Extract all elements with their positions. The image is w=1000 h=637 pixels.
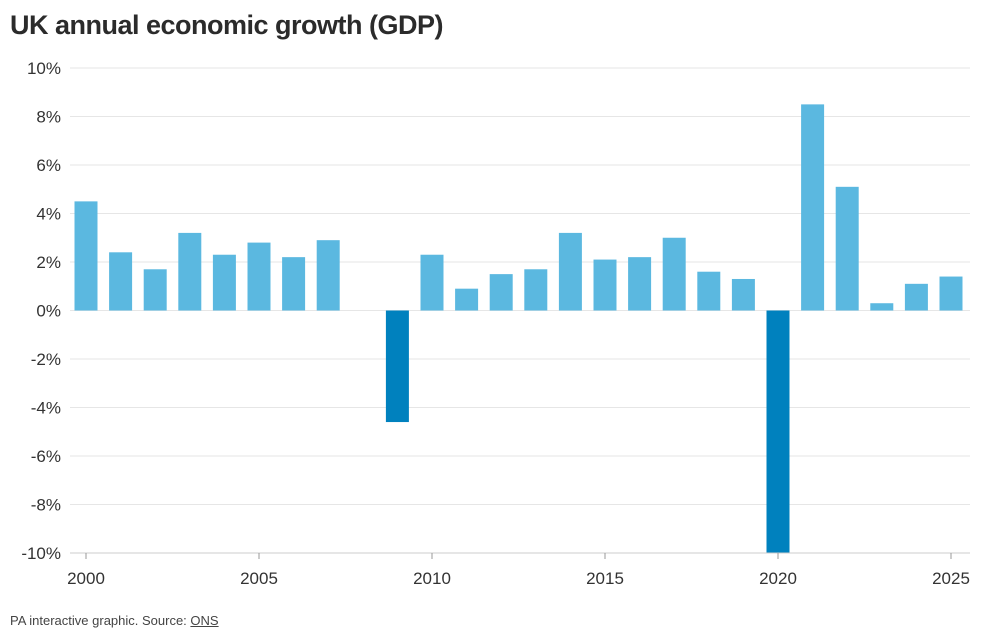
- y-tick-label: -8%: [31, 496, 61, 515]
- bar: [939, 276, 963, 311]
- y-tick-label: 0%: [36, 302, 61, 321]
- footer-credit: PA interactive graphic. Source: ONS: [10, 613, 219, 628]
- bar: [420, 254, 444, 311]
- x-tick-label: 2010: [413, 569, 451, 588]
- bar: [835, 186, 859, 311]
- bar: [74, 201, 98, 311]
- bar: [109, 252, 133, 311]
- chart-title: UK annual economic growth (GDP): [10, 10, 444, 40]
- x-tick-label: 2020: [759, 569, 797, 588]
- bar: [662, 237, 686, 311]
- bar: [385, 310, 409, 423]
- x-tick-label: 2015: [586, 569, 624, 588]
- bar: [731, 278, 755, 311]
- bar: [870, 303, 894, 311]
- bar: [282, 257, 306, 311]
- x-tick-label: 2025: [932, 569, 970, 588]
- y-tick-label: 8%: [36, 108, 61, 127]
- footer-text: PA interactive graphic. Source:: [10, 613, 191, 628]
- x-tick-label: 2000: [67, 569, 105, 588]
- bar: [247, 242, 271, 311]
- bar: [904, 283, 928, 311]
- bar: [489, 274, 513, 311]
- bar: [455, 288, 479, 311]
- bar: [801, 104, 825, 311]
- bar: [558, 232, 582, 311]
- bar: [143, 269, 167, 311]
- bar: [593, 259, 617, 311]
- y-tick-label: 2%: [36, 253, 61, 272]
- bar: [766, 310, 790, 553]
- bar: [212, 254, 236, 311]
- y-tick-label: 4%: [36, 205, 61, 224]
- x-tick-label: 2005: [240, 569, 278, 588]
- source-link[interactable]: ONS: [190, 613, 219, 628]
- y-tick-label: -4%: [31, 399, 61, 418]
- bar-chart: 10% 8% 6% 4% 2% 0% -2% -4% -6% -8% -10% 2000 2005 201…: [21, 59, 970, 588]
- bar: [697, 271, 721, 311]
- bar: [316, 240, 340, 311]
- bar: [178, 232, 202, 311]
- y-tick-label: -6%: [31, 447, 61, 466]
- bar: [524, 269, 548, 311]
- bar: [628, 257, 652, 311]
- y-tick-label: -2%: [31, 350, 61, 369]
- y-tick-label: 10%: [27, 59, 61, 78]
- y-tick-label: 6%: [36, 156, 61, 175]
- y-tick-label: -10%: [21, 544, 61, 563]
